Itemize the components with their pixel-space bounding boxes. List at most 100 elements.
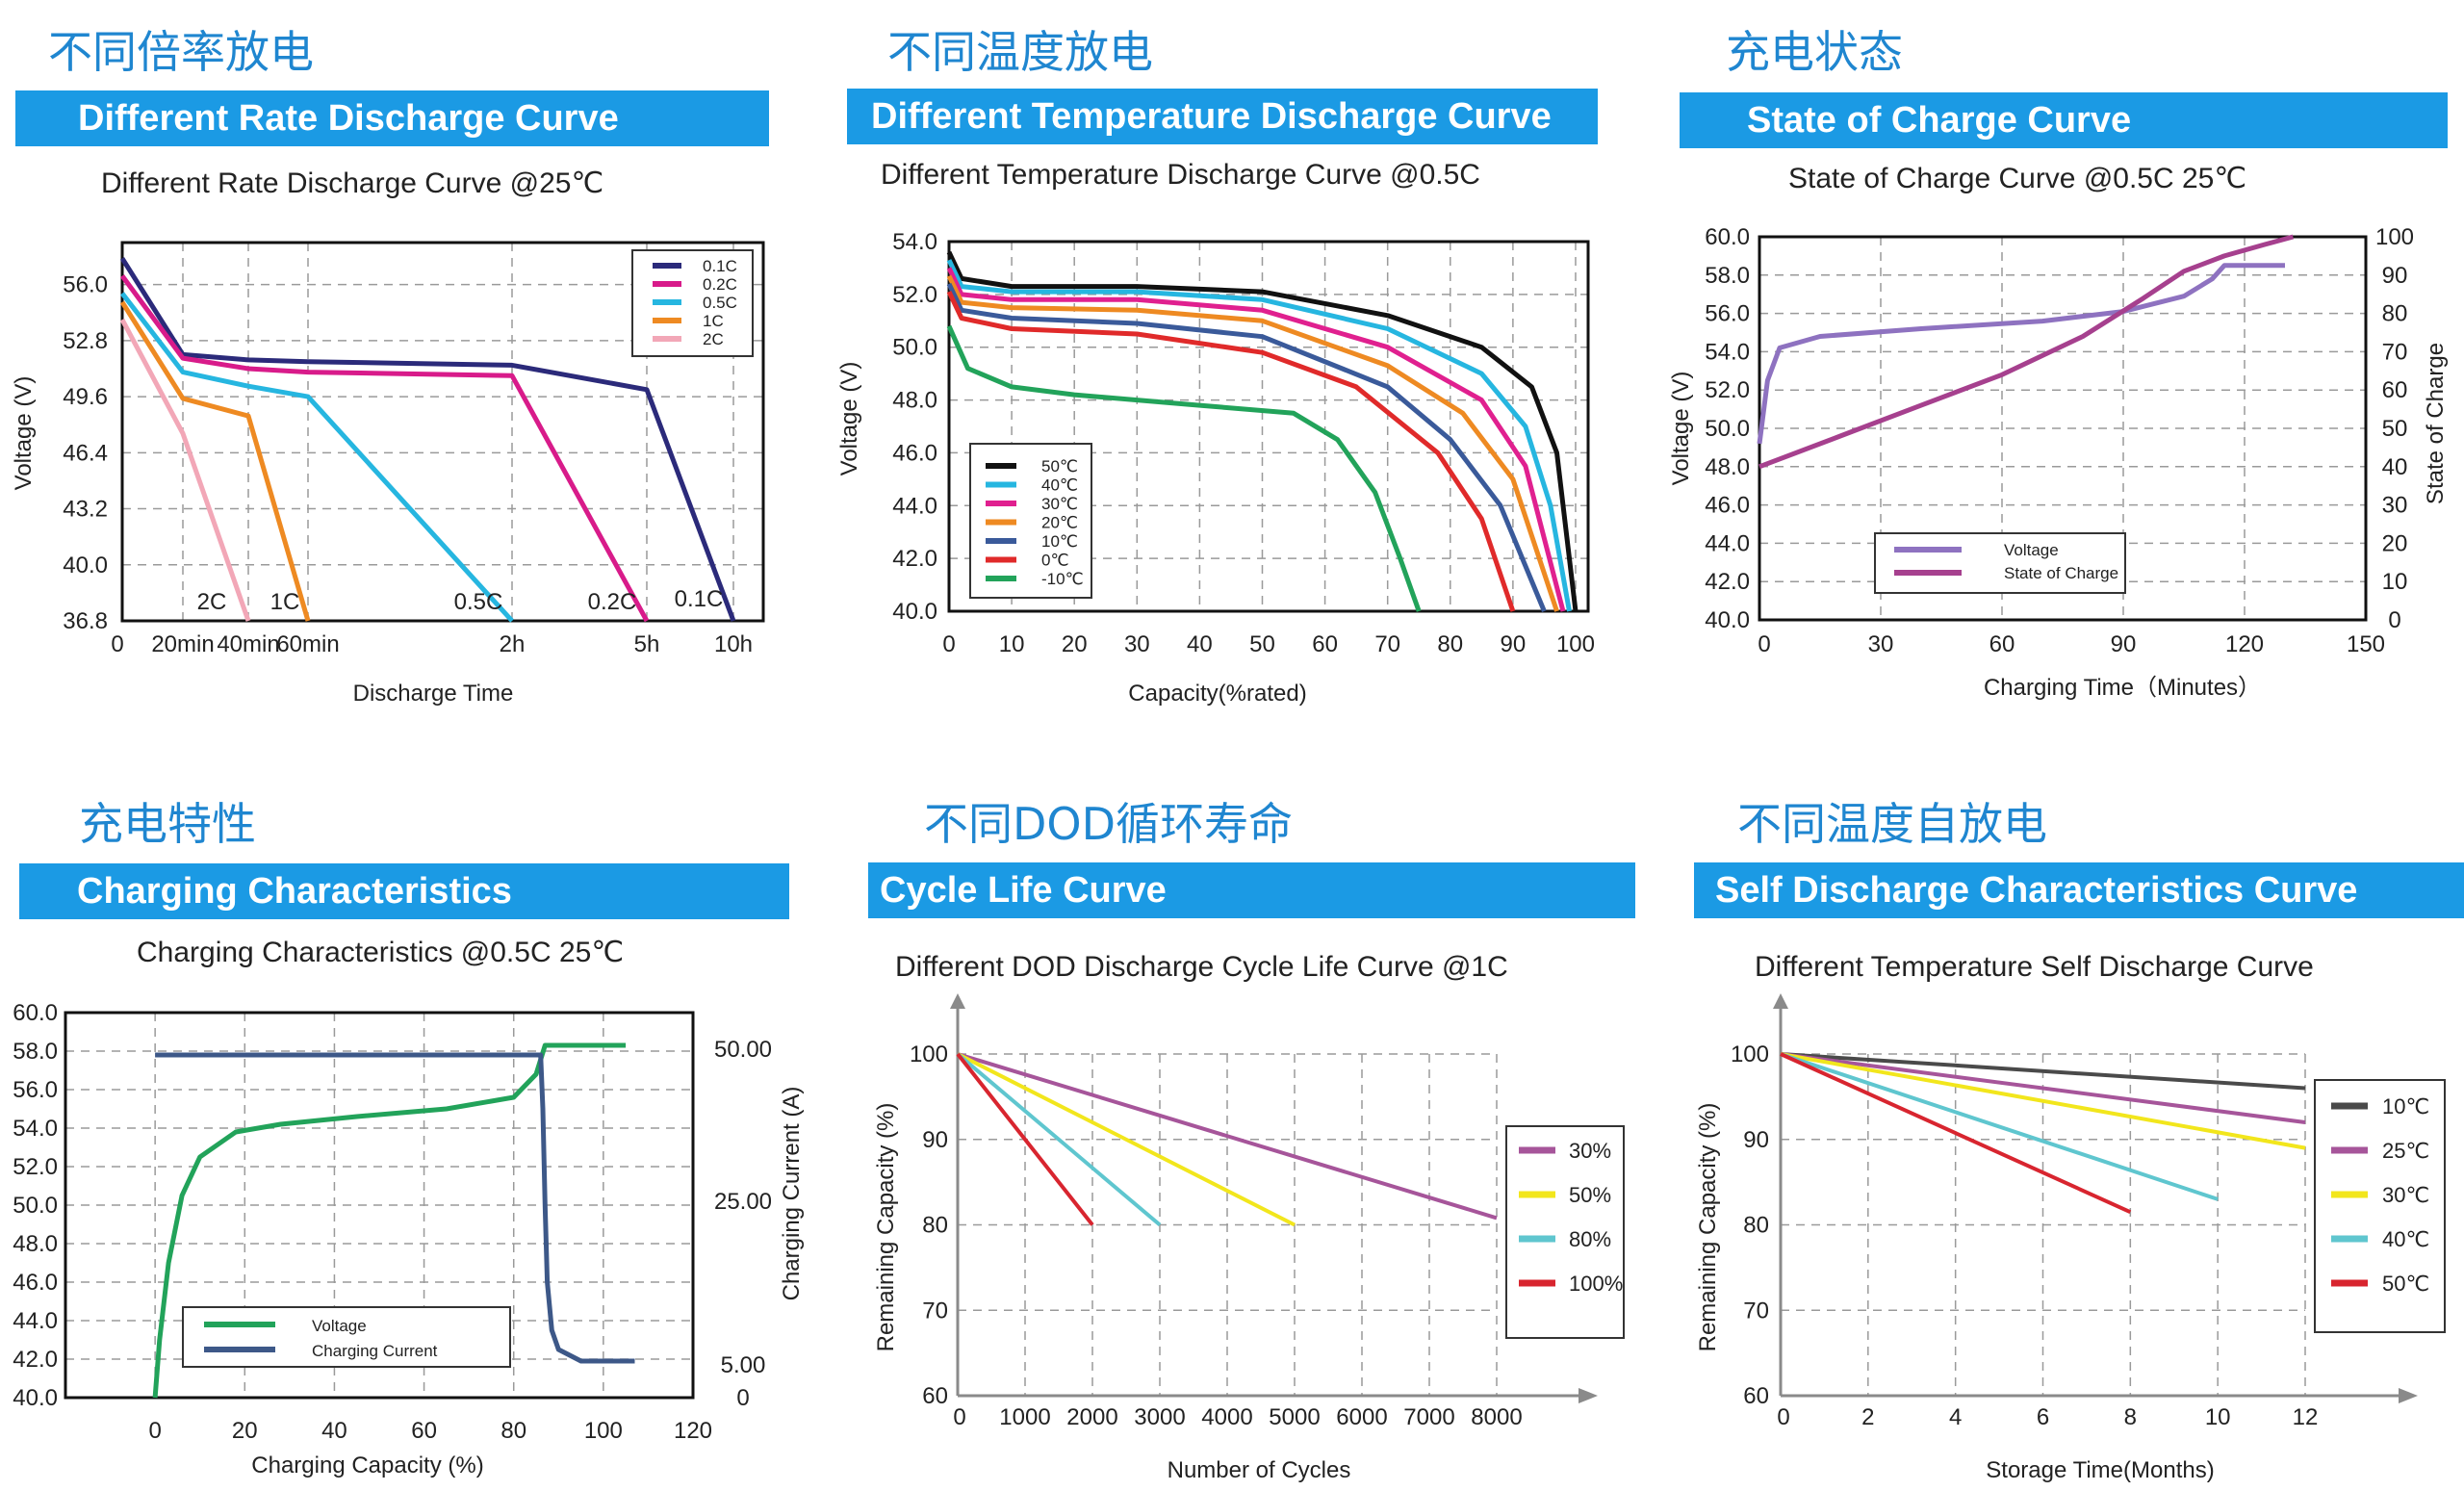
y-right-tick-label: 100 xyxy=(2375,224,2414,250)
y-tick-label: 40.0 xyxy=(63,553,108,578)
x-axis-arrow xyxy=(2399,1388,2418,1403)
y-right-tick-label: 80 xyxy=(2382,301,2408,327)
legend-label-30℃: 30℃ xyxy=(2382,1183,2429,1207)
panel-3-cn-title: 充电状态 xyxy=(1726,26,1903,78)
series-line-10℃ xyxy=(946,282,1547,612)
x-tick-label: 40 xyxy=(321,1418,347,1444)
y-tick-label: 100 xyxy=(1731,1041,1769,1067)
x-axis-label: Storage Time(Months) xyxy=(1986,1457,2214,1483)
y-right-tick-label: 50.00 xyxy=(714,1037,772,1063)
legend-label-20℃: 20℃ xyxy=(1041,514,1078,532)
x-axis-label: Capacity(%rated) xyxy=(1128,681,1306,707)
y-tick-label: 52.8 xyxy=(63,328,108,354)
legend-label-40℃: 40℃ xyxy=(2382,1227,2429,1251)
x-tick-label: 20 xyxy=(1062,631,1088,657)
x-tick-label: 10 xyxy=(2205,1404,2231,1430)
x-tick-label: 4 xyxy=(1949,1404,1962,1430)
y-tick-label: 46.0 xyxy=(892,440,937,466)
x-tick-label: 60 xyxy=(1989,631,2015,657)
chart-cycle-life: 100 90 80 70 600 1000 2000 3000 4000 5000 6000 7000… xyxy=(873,993,1625,1483)
x-tick-label: 40 xyxy=(1187,631,1213,657)
y-tick-label: 48.0 xyxy=(1705,454,1750,480)
x-tick-label: 10h xyxy=(714,631,753,657)
y-right-tick-label: 70 xyxy=(2382,339,2408,365)
y-right-tick-label: 0 xyxy=(2388,607,2400,633)
y-tick-label: 60 xyxy=(922,1383,948,1409)
y-tick-label: 42.0 xyxy=(892,546,937,572)
x-tick-label: 120 xyxy=(674,1418,712,1444)
panel-2-subtitle: Different Temperature Discharge Curve @0… xyxy=(881,159,1480,191)
legend-box xyxy=(1874,532,2126,594)
y-tick-label: 46.0 xyxy=(1705,493,1750,519)
y-tick-label: 43.2 xyxy=(63,497,108,523)
y-tick-label: 36.8 xyxy=(63,608,108,634)
x-tick-label: 10 xyxy=(999,631,1025,657)
plot-frame xyxy=(64,1011,695,1400)
y-tick-label: 90 xyxy=(922,1127,948,1153)
series-line--10℃ xyxy=(946,324,1422,612)
x-tick-label: 100 xyxy=(1556,631,1595,657)
y-tick-label: 52.0 xyxy=(1705,377,1750,403)
x-tick-label: 90 xyxy=(1501,631,1527,657)
x-axis-label: Discharge Time xyxy=(353,681,514,707)
x-tick-label: 150 xyxy=(2347,631,2385,657)
legend-label-0.5C: 0.5C xyxy=(703,294,737,312)
legend-label--10℃: -10℃ xyxy=(1041,570,1084,588)
x-tick-label: 100 xyxy=(584,1418,623,1444)
y-tick-label: 49.6 xyxy=(63,384,108,410)
plot-frame xyxy=(120,241,765,623)
legend-label-50℃: 50℃ xyxy=(2382,1272,2429,1296)
panel-5-banner: Cycle Life Curve xyxy=(868,862,1635,918)
y-tick-label: 54.0 xyxy=(1705,339,1750,365)
x-tick-label: 0 xyxy=(1777,1404,1789,1430)
x-tick-label: 3000 xyxy=(1134,1404,1185,1430)
y-tick-label: 50.0 xyxy=(1705,416,1750,442)
x-tick-label: 5000 xyxy=(1269,1404,1320,1430)
x-tick-label: 2 xyxy=(1861,1404,1874,1430)
x-tick-label: 4000 xyxy=(1201,1404,1252,1430)
y-tick-label: 56.0 xyxy=(63,272,108,298)
series-line-30% xyxy=(957,1052,1498,1221)
series-line-30℃ xyxy=(1780,1052,2306,1150)
legend-label-charging-current: Charging Current xyxy=(312,1342,438,1360)
x-axis-label: Charging Capacity (%) xyxy=(251,1452,483,1478)
x-tick-label: 70 xyxy=(1374,631,1400,657)
series-line-charging-current xyxy=(155,1052,635,1364)
series-line-voltage xyxy=(152,1042,627,1399)
legend-box xyxy=(2314,1079,2446,1333)
x-tick-label: 12 xyxy=(2293,1404,2319,1430)
panel-1-subtitle: Different Rate Discharge Curve @25℃ xyxy=(101,167,604,199)
curve-label-2C: 2C xyxy=(197,589,227,615)
y-axis-arrow xyxy=(1773,993,1788,1009)
y-tick-label: 60 xyxy=(1743,1383,1769,1409)
series-line-50℃ xyxy=(946,250,1578,612)
series-line-40℃ xyxy=(946,259,1572,612)
panel-4-subtitle: Charging Characteristics @0.5C 25℃ xyxy=(137,937,625,968)
y-tick-label: 58.0 xyxy=(1705,263,1750,289)
y-right-tick-label: 0 xyxy=(736,1385,749,1411)
x-tick-label: 1000 xyxy=(999,1404,1050,1430)
y-right-tick-label: 25.00 xyxy=(714,1189,772,1215)
legend-label-50℃: 50℃ xyxy=(1041,457,1078,476)
chart-rate-discharge: 56.0 52.8 49.6 46.4 43.2 40.0 36.80 20min 40min6… xyxy=(11,241,765,707)
legend-box xyxy=(182,1306,511,1368)
legend-box xyxy=(631,249,754,357)
x-tick-label: 8 xyxy=(2124,1404,2137,1430)
series-line-20℃ xyxy=(946,274,1559,612)
legend-label-0.2C: 0.2C xyxy=(703,275,737,294)
y-tick-label: 58.0 xyxy=(13,1039,58,1065)
panel-2-banner: Different Temperature Discharge Curve xyxy=(847,89,1598,144)
panel-3-subtitle: State of Charge Curve @0.5C 25℃ xyxy=(1788,163,2247,194)
x-tick-label: 60 xyxy=(1312,631,1338,657)
y-tick-label: 70 xyxy=(1743,1298,1769,1324)
chart-temperature-discharge: 54.0 52.0 50.0 48.0 46.0 44.0 42.0 40.00 10 20 30 4… xyxy=(836,229,1595,707)
legend-label-100%: 100% xyxy=(1569,1272,1623,1296)
series-line-1C xyxy=(119,300,311,622)
x-tick-label: 60min xyxy=(276,631,339,657)
y-axis-label: Voltage (V) xyxy=(1668,372,1694,486)
panel-3-banner: State of Charge Curve xyxy=(1680,92,2448,148)
x-tick-label: 80 xyxy=(1437,631,1463,657)
legend-label-2C: 2C xyxy=(703,330,724,348)
panel-1-banner: Different Rate Discharge Curve xyxy=(15,90,769,146)
y-tick-label: 40.0 xyxy=(13,1385,58,1411)
